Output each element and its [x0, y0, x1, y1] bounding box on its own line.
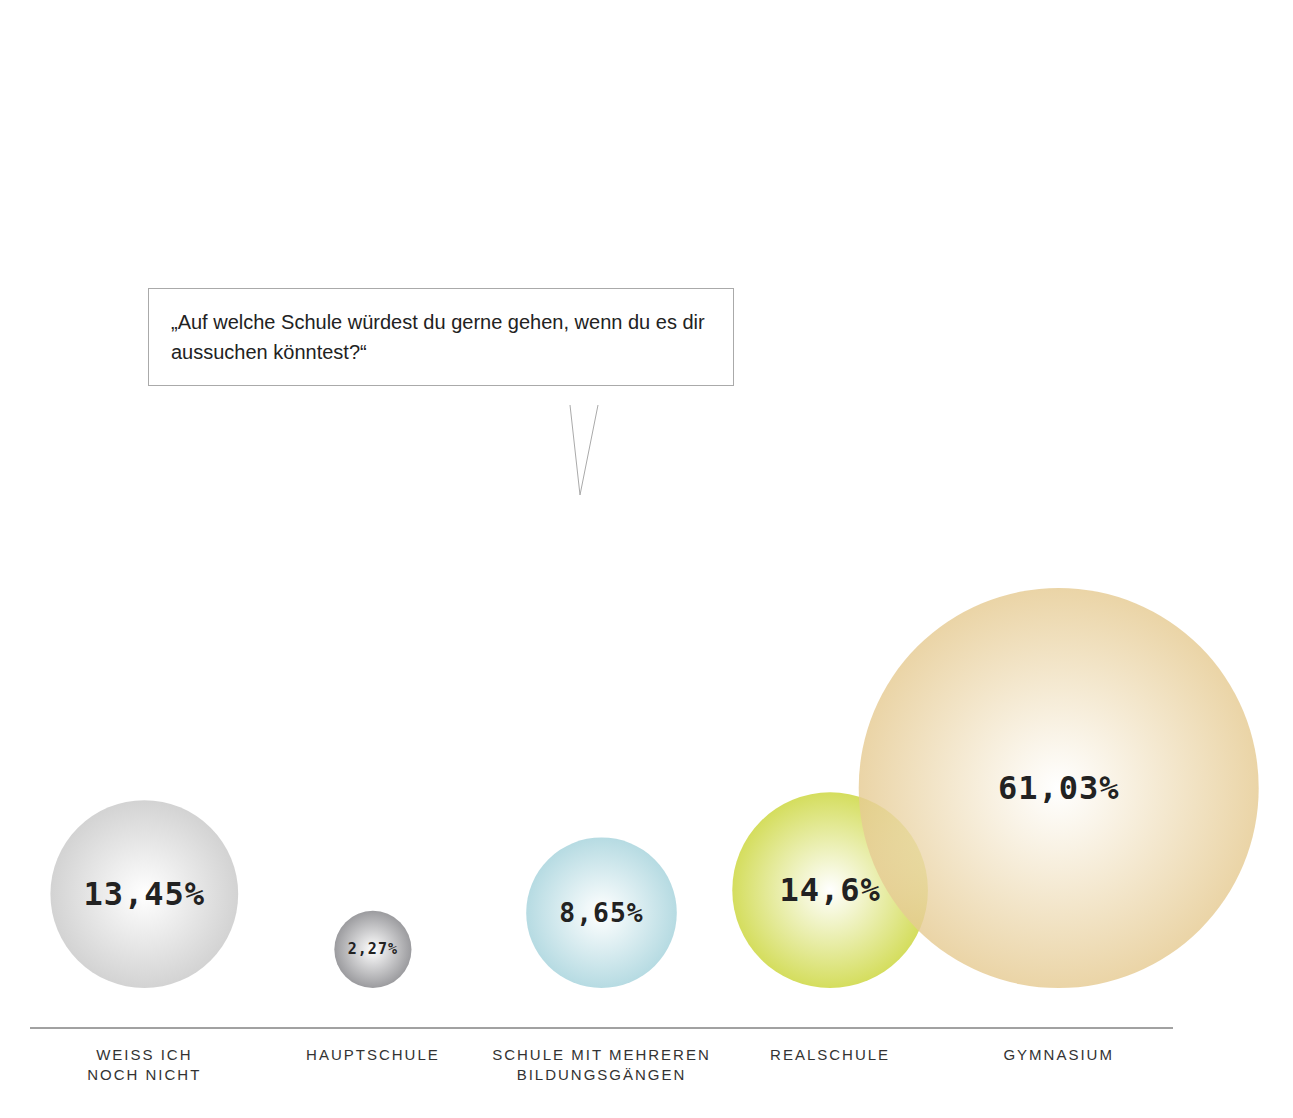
- svg-text:13,45%: 13,45%: [84, 875, 206, 913]
- svg-text:14,6%: 14,6%: [779, 871, 880, 909]
- svg-text:GYMNASIUM: GYMNASIUM: [1003, 1046, 1114, 1063]
- svg-text:61,03%: 61,03%: [998, 769, 1120, 807]
- svg-text:SCHULE MIT MEHRERENBILDUNGSGÄN: SCHULE MIT MEHRERENBILDUNGSGÄNGEN: [492, 1046, 711, 1083]
- svg-text:2,27%: 2,27%: [348, 940, 398, 958]
- svg-text:8,65%: 8,65%: [559, 898, 643, 928]
- svg-text:HAUPTSCHULE: HAUPTSCHULE: [306, 1046, 440, 1063]
- svg-text:WEISS ICHNOCH NICHT: WEISS ICHNOCH NICHT: [87, 1046, 201, 1083]
- svg-text:REALSCHULE: REALSCHULE: [770, 1046, 890, 1063]
- html-text:„Auf welche Schule würdest du: „Auf welche Schule würdest du gerne gehe…: [171, 311, 705, 363]
